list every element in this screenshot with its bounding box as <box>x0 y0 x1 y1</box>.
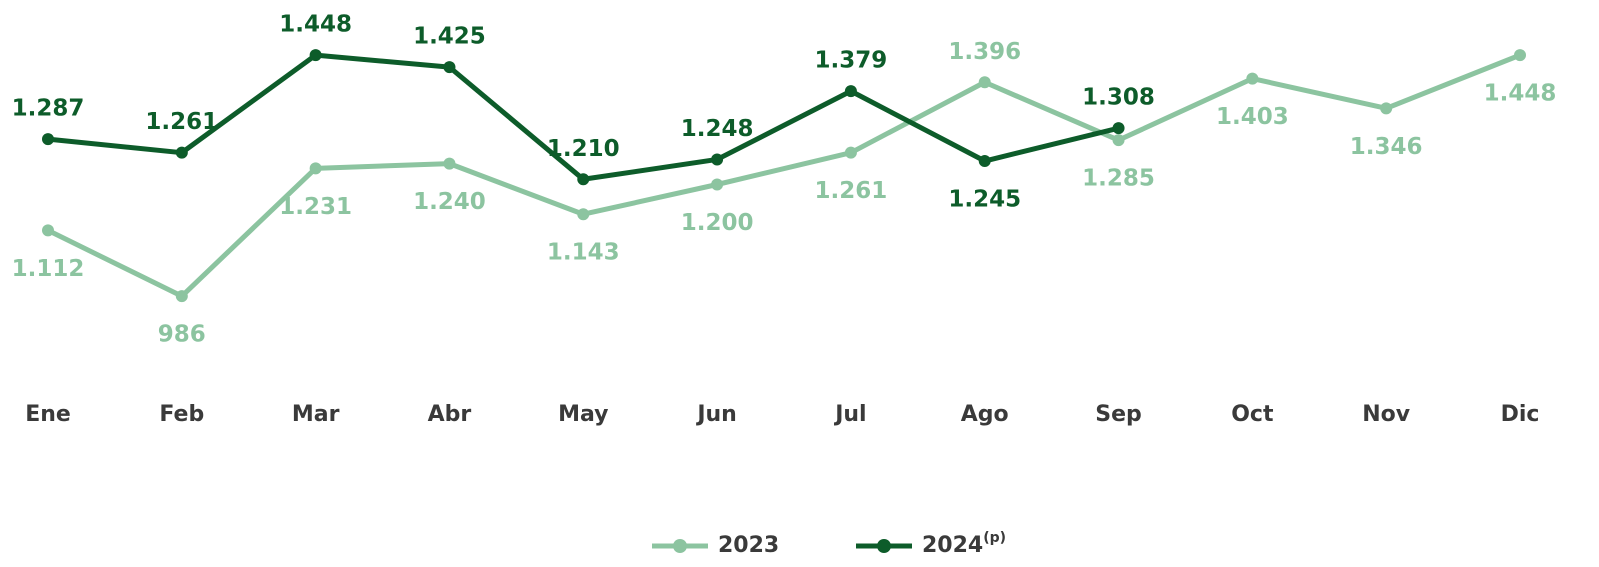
x-tick-label: Jun <box>695 402 737 427</box>
data-point <box>978 76 991 89</box>
data-point <box>844 146 857 159</box>
legend-item: 2024(p) <box>856 530 1006 558</box>
legend-name: 2024 <box>922 533 983 558</box>
data-label: 1.379 <box>815 48 888 74</box>
data-point <box>175 290 188 303</box>
legend-label: 2023 <box>718 533 779 558</box>
data-label: 986 <box>158 322 206 348</box>
x-tick-label: Feb <box>159 402 204 427</box>
data-label: 1.448 <box>279 12 352 38</box>
data-point <box>443 61 456 74</box>
x-tick-label: Dic <box>1501 402 1540 427</box>
data-label: 1.261 <box>815 178 888 204</box>
data-point <box>443 157 456 170</box>
data-point <box>1380 102 1393 115</box>
legend-marker <box>877 539 891 553</box>
data-label: 1.231 <box>279 194 352 220</box>
data-point <box>309 49 322 62</box>
data-label: 1.261 <box>145 109 218 135</box>
data-point <box>42 224 54 237</box>
legend-label: 2024(p) <box>922 530 1006 558</box>
series-line <box>46 52 1521 299</box>
data-point <box>175 146 188 159</box>
data-point <box>711 178 724 191</box>
x-tick-label: Mar <box>292 402 340 427</box>
data-point <box>1246 72 1259 85</box>
data-label: 1.112 <box>12 256 85 282</box>
legend-superscript: (p) <box>983 530 1006 546</box>
data-point <box>1514 49 1526 62</box>
data-label: 1.240 <box>413 189 486 215</box>
x-tick-label: Nov <box>1362 402 1411 427</box>
data-label: 1.143 <box>547 240 620 266</box>
data-point <box>1112 122 1125 135</box>
legend-name: 2023 <box>718 533 779 558</box>
data-point <box>42 133 54 146</box>
x-tick-label: Oct <box>1231 402 1274 427</box>
data-point <box>309 162 322 175</box>
x-tick-label: Abr <box>428 402 472 427</box>
data-point <box>711 153 724 166</box>
x-tick-label: Ago <box>961 402 1009 427</box>
data-label: 1.396 <box>948 39 1021 65</box>
x-tick-label: Sep <box>1095 402 1142 427</box>
data-label: 1.285 <box>1082 166 1155 192</box>
data-label: 1.200 <box>681 210 754 236</box>
data-point <box>577 208 590 221</box>
legend-marker <box>673 539 687 553</box>
data-label: 1.248 <box>681 116 754 142</box>
data-label: 1.287 <box>12 96 85 122</box>
data-point <box>978 155 991 168</box>
data-label: 1.210 <box>547 136 620 162</box>
data-label: 1.308 <box>1082 85 1155 111</box>
data-point <box>577 173 590 186</box>
x-tick-label: May <box>558 402 608 427</box>
data-label: 1.346 <box>1350 134 1423 160</box>
data-label: 1.448 <box>1484 81 1557 107</box>
x-tick-label: Jul <box>833 402 866 427</box>
data-label: 1.245 <box>948 187 1021 213</box>
data-label: 1.403 <box>1216 104 1289 130</box>
data-point <box>844 85 857 98</box>
data-label: 1.425 <box>413 24 486 50</box>
x-tick-label: Ene <box>25 402 71 427</box>
data-point <box>1112 134 1125 147</box>
legend-item: 2023 <box>652 533 779 558</box>
